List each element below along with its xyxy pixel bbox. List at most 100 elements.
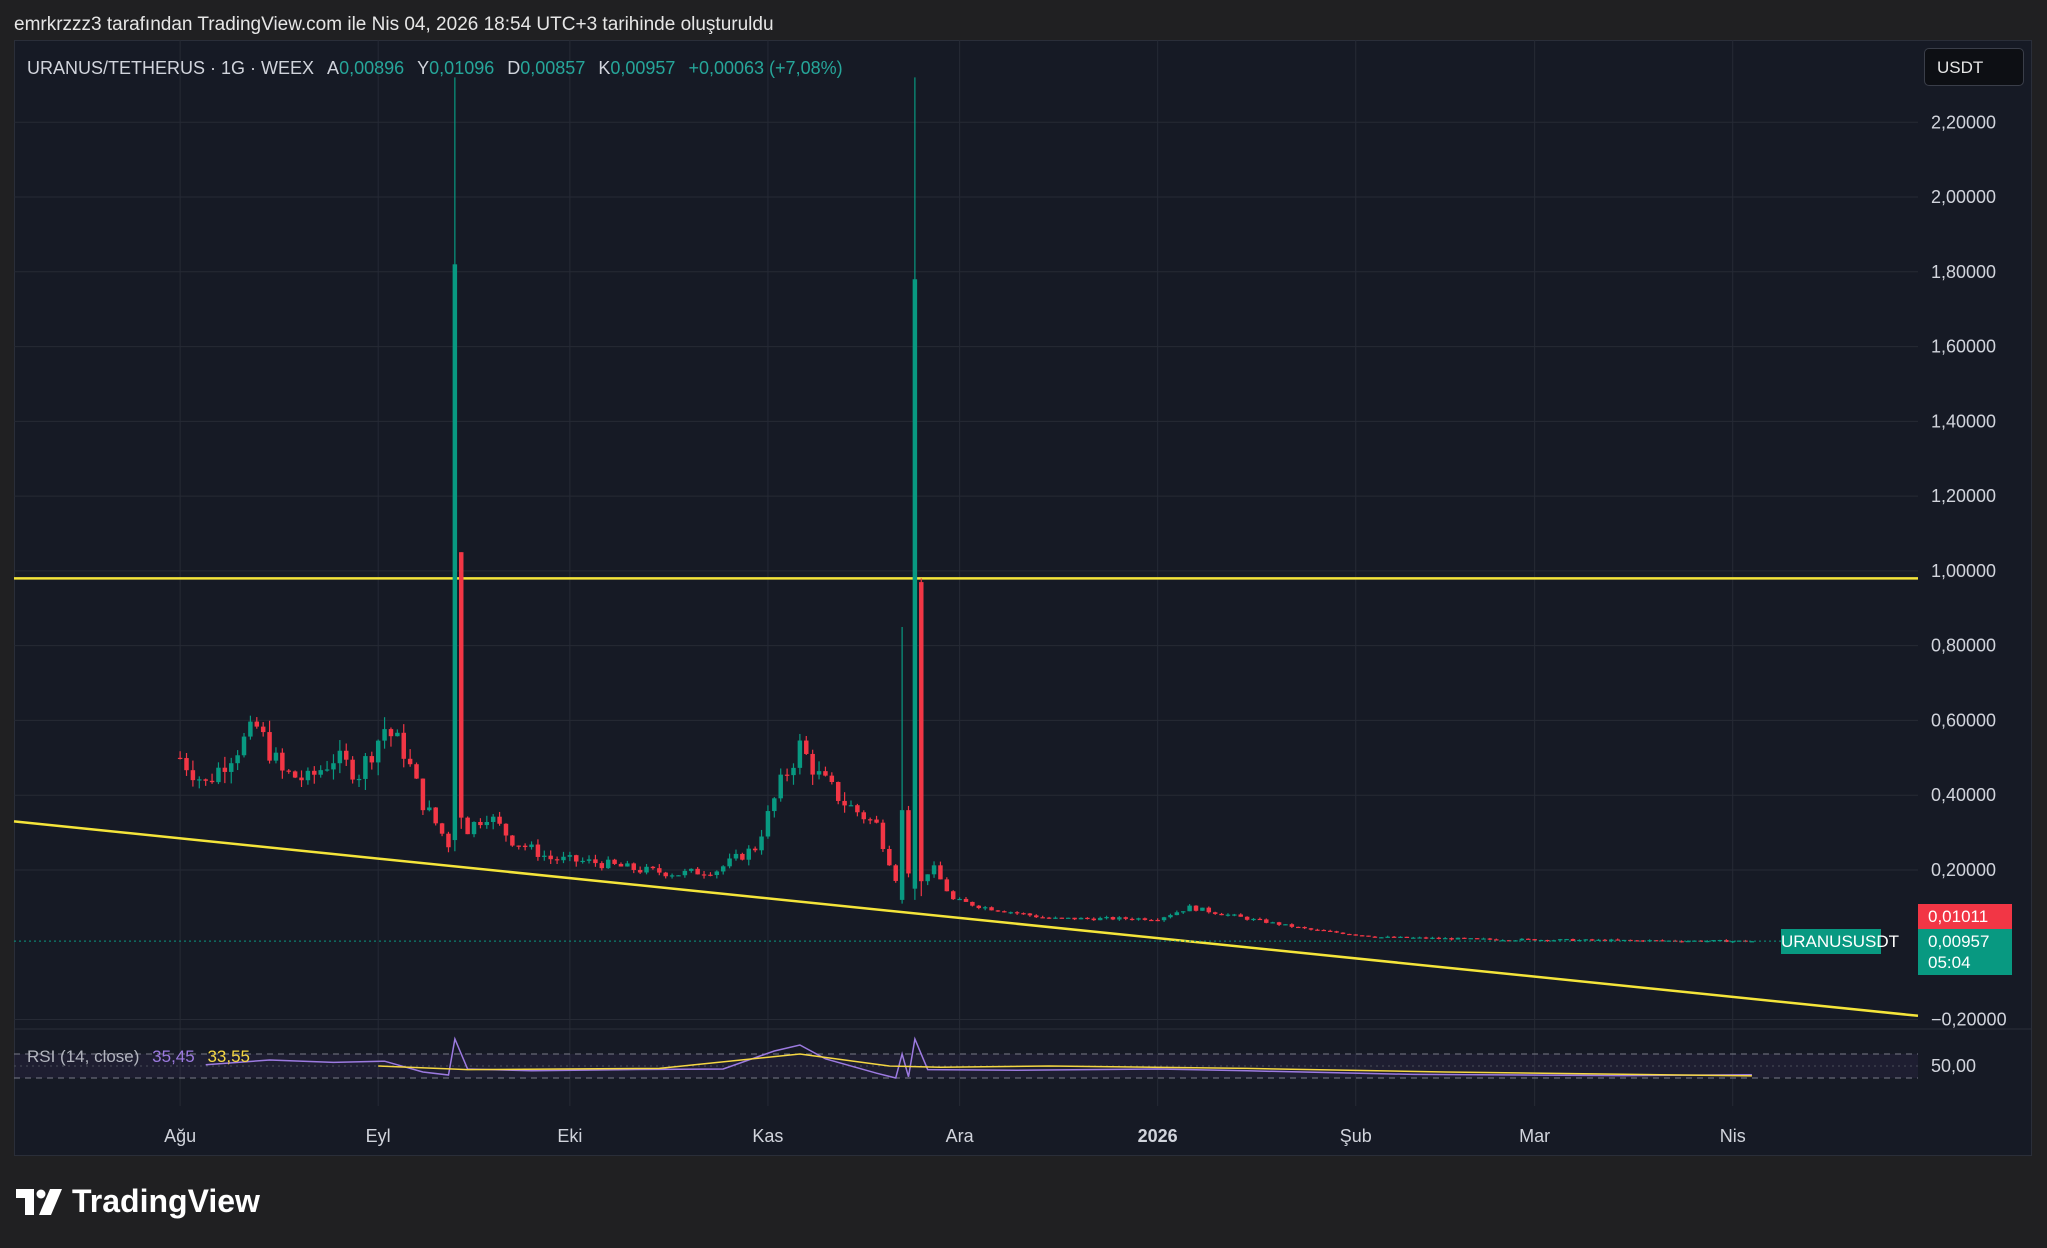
y-tick-label: 1,20000	[1931, 486, 1996, 506]
candle-body	[497, 816, 502, 824]
candle-body	[1206, 907, 1212, 913]
tradingview-logo-icon	[16, 1188, 62, 1215]
candle-body	[1200, 907, 1205, 911]
time-axis[interactable]: Ağu Eyl Eki Kas Ara 2026 Şub Mar Nis	[164, 1126, 1746, 1146]
rsi-label[interactable]: RSI (14, close)	[27, 1047, 140, 1066]
candle-body	[209, 780, 215, 783]
candle-body	[1494, 939, 1499, 941]
candle-body	[1372, 936, 1378, 938]
currency-button[interactable]: USDT	[1924, 48, 2024, 86]
candle-body	[778, 774, 783, 799]
candle-body	[1302, 926, 1307, 929]
candles	[177, 77, 1755, 944]
candle-body	[554, 859, 560, 861]
candle-body	[350, 759, 355, 780]
candle-body	[1679, 941, 1684, 943]
close-price-badge: 0,00957 05:04	[1918, 929, 2012, 975]
rsi-line	[205, 1036, 1752, 1079]
candle-body	[1359, 935, 1365, 937]
bar-countdown: 05:04	[1928, 953, 1971, 972]
candle-body	[1251, 918, 1256, 921]
candle-body	[1666, 940, 1672, 942]
candle-body	[637, 869, 643, 873]
candle-body	[1347, 933, 1352, 936]
candle-body	[1711, 940, 1716, 942]
candle-body	[925, 874, 930, 882]
rsi-pane[interactable]: 50,00	[14, 1036, 1976, 1079]
candle-body	[810, 753, 815, 775]
candle-body	[1653, 940, 1659, 942]
candle-body	[631, 863, 636, 870]
symbol-label[interactable]: URANUS/TETHERUS · 1G · WEEX	[27, 58, 315, 78]
candle-body	[1264, 919, 1269, 923]
candle-body	[228, 763, 234, 772]
candle-body	[446, 833, 451, 848]
candle-body	[1257, 918, 1263, 921]
candle-body	[452, 264, 458, 841]
candle-body	[982, 907, 988, 909]
tradingview-logo[interactable]: TradingView	[16, 1183, 260, 1220]
candle-body	[1219, 913, 1224, 916]
candle-body	[433, 807, 438, 824]
y-tick-label: 0,20000	[1931, 860, 1996, 880]
candle-body	[1232, 914, 1237, 916]
x-tick-label: Eki	[557, 1126, 582, 1146]
candle-body	[1072, 917, 1077, 920]
chart-area[interactable]	[14, 40, 2032, 1156]
y-tick-label: 1,40000	[1931, 411, 1996, 431]
x-tick-label: Şub	[1340, 1126, 1372, 1146]
candle-body	[280, 752, 285, 771]
candle-body	[1411, 937, 1416, 939]
candle-body	[689, 868, 694, 871]
candle-body	[1481, 938, 1486, 940]
price-axis[interactable]: 2,20000 2,00000 1,80000 1,60000 1,40000 1,200…	[1931, 112, 2007, 1029]
candle-body	[1615, 939, 1620, 941]
candle-body	[887, 848, 892, 866]
candle-body	[292, 771, 298, 778]
candle-body	[561, 856, 566, 861]
y-tick-label: 2,20000	[1931, 112, 1996, 132]
candle-body	[727, 858, 732, 867]
candle-body	[1244, 916, 1250, 920]
candle-body	[420, 778, 426, 811]
candle-body	[1602, 939, 1608, 942]
candle-body	[267, 732, 272, 761]
descending-trendline[interactable]	[13, 820, 1919, 1018]
candle-body	[1436, 937, 1442, 939]
change-value: +0,00063 (+7,08%)	[688, 58, 843, 78]
candle-body	[260, 726, 266, 733]
candle-body	[1526, 938, 1531, 940]
candle-body	[765, 811, 771, 837]
candle-body	[299, 777, 304, 781]
candle-body	[950, 891, 956, 900]
candle-body	[401, 732, 406, 759]
candle-body	[324, 769, 330, 771]
open-value: 0,00896	[339, 58, 405, 78]
candle-body	[484, 822, 490, 826]
candle-body	[1174, 912, 1180, 916]
candle-body	[1340, 932, 1346, 934]
candle-body	[752, 848, 758, 851]
candle-body	[1027, 913, 1033, 916]
candle-body	[1468, 938, 1473, 940]
candle-body	[1283, 924, 1288, 926]
candle-body	[177, 757, 183, 760]
candle-body	[542, 855, 547, 857]
candle-body	[1091, 918, 1097, 921]
candle-body	[970, 901, 975, 906]
candle-body	[1296, 926, 1301, 929]
candle-body	[1660, 940, 1665, 942]
candle-body	[427, 807, 432, 811]
candle-body	[548, 855, 553, 860]
candle-body	[1180, 911, 1186, 913]
candle-body	[791, 767, 796, 776]
candle-body	[216, 767, 221, 783]
candle-body	[1136, 918, 1141, 920]
candle-body	[1059, 917, 1065, 919]
rsi-legend: RSI (14, close) 35,45 33,55	[27, 1047, 250, 1067]
candle-body	[574, 855, 579, 862]
candle-body	[1187, 905, 1192, 912]
candle-body	[893, 865, 898, 881]
candle-body	[1276, 922, 1282, 925]
